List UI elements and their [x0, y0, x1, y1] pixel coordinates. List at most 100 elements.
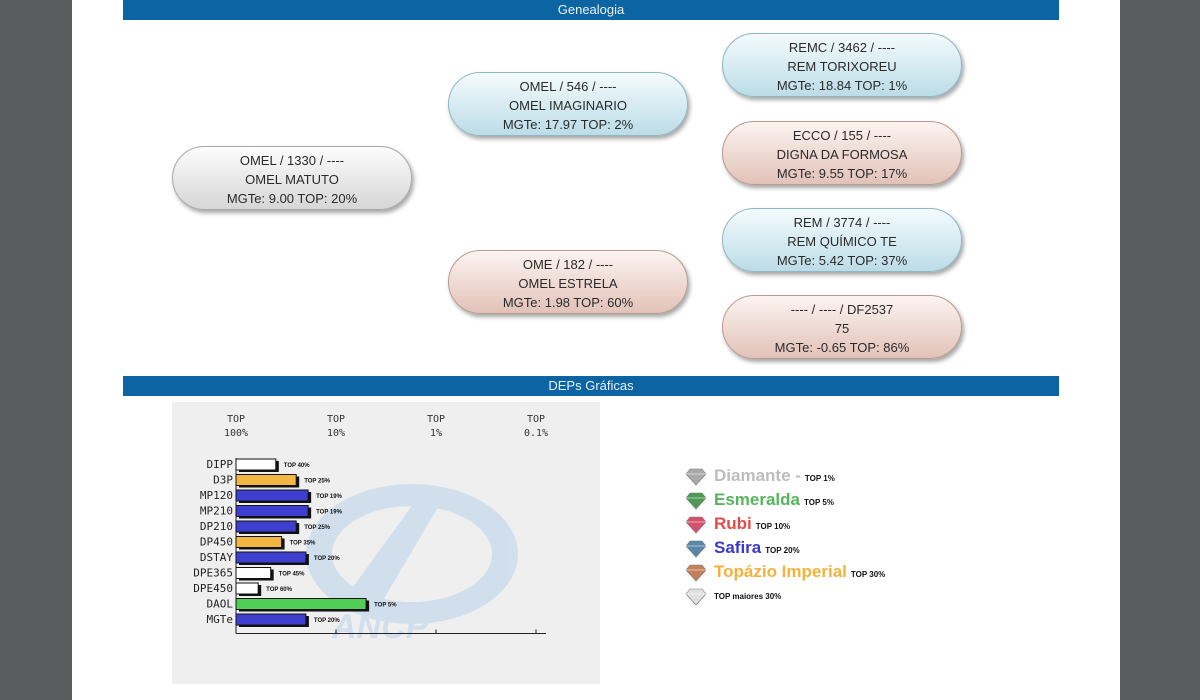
legend-medal-name: TOP maiores 30% [714, 592, 782, 601]
bar-dstay [235, 551, 307, 564]
animal-card-sire[interactable]: OMEL / 546 / ---- OMEL IMAGINARIO MGTe: … [448, 72, 688, 136]
bar-value-label: TOP 5% [374, 603, 397, 609]
medal-legend: Diamante - TOP 1% Esmeralda TOP 5% Rubi TOP 1… [684, 466, 984, 610]
x-tick-label: TOP [327, 414, 345, 425]
animal-id: REM / 3774 / ---- [793, 215, 891, 230]
gem-icon [686, 540, 706, 558]
report-page: Genealogia OMEL / 1330 / ---- OMEL MATUT… [72, 0, 1120, 700]
x-tick-label: 100% [224, 428, 248, 439]
animal-id: REMC / 3462 / ---- [788, 40, 896, 55]
deps-chart-svg: ANCP TOP 100% TOP 10% TOP 1% TOP 0.1% DIPP TOP 40… [193, 414, 548, 646]
legend-top-label: TOP 1% [804, 474, 835, 483]
x-tick-label: 0.1% [524, 428, 548, 439]
animal-card-dam-sire[interactable]: REM / 3774 / ---- REM QUÍMICO TE MGTe: 5… [722, 208, 962, 272]
legend-item: TOP maiores 30% [684, 586, 984, 610]
animal-score: MGTe: 5.42 TOP: 37% [776, 253, 908, 268]
category-label: DP210 [200, 520, 233, 533]
animal-id: ---- / ---- / DF2537 [790, 302, 894, 317]
bar-value-label: TOP 19% [316, 494, 342, 500]
x-tick-label: TOP [227, 414, 245, 425]
animal-name: DIGNA DA FORMOSA [776, 147, 908, 162]
animal-name: OMEL IMAGINARIO [509, 98, 627, 113]
legend-item: Topázio Imperial TOP 30% [684, 562, 984, 586]
legend-medal-name: Safira TOP 20% [714, 538, 800, 557]
animal-name: REM QUÍMICO TE [787, 234, 897, 249]
animal-id: OME / 182 / ---- [522, 257, 614, 272]
bar-value-label: TOP 60% [266, 587, 292, 593]
deps-header: DEPs Gráficas [123, 376, 1059, 396]
gem-icon [686, 564, 706, 582]
bar-dp450 [235, 536, 283, 548]
bar-mgte [235, 613, 307, 626]
legend-medal-name: Diamante - TOP 1% [714, 466, 835, 485]
category-label: D3P [213, 474, 233, 487]
legend-top-label: TOP 10% [755, 522, 791, 531]
animal-score: MGTe: 9.00 TOP: 20% [226, 191, 358, 206]
animal-id: OMEL / 1330 / ---- [239, 153, 345, 168]
animal-card-dam[interactable]: OME / 182 / ---- OMEL ESTRELA MGTe: 1.98… [448, 250, 688, 314]
category-label: MP120 [200, 489, 233, 502]
animal-card-sire-sire[interactable]: REMC / 3462 / ---- REM TORIXOREU MGTe: 1… [722, 33, 962, 97]
watermark-text: ANCP [331, 608, 429, 646]
animal-name: OMEL ESTRELA [518, 276, 618, 291]
animal-card-dam-dam[interactable]: ---- / ---- / DF2537 75 MGTe: -0.65 TOP:… [722, 295, 962, 359]
legend-item: Rubi TOP 10% [684, 514, 984, 538]
bar-value-label: TOP 20% [314, 618, 340, 624]
x-tick-label: 1% [430, 428, 442, 439]
gem-icon [686, 516, 706, 534]
bar-dp210 [235, 520, 297, 533]
animal-score: MGTe: 18.84 TOP: 1% [776, 78, 908, 93]
bar-mp210 [235, 505, 309, 517]
category-label: DIPP [207, 458, 234, 471]
category-label: DPE365 [193, 567, 233, 580]
bar-value-label: TOP 20% [314, 556, 340, 562]
bar-value-label: TOP 40% [284, 463, 310, 469]
genealogia-header: Genealogia [123, 0, 1059, 20]
animal-card-root[interactable]: OMEL / 1330 / ---- OMEL MATUTO MGTe: 9.0… [172, 146, 412, 210]
category-label: MP210 [200, 505, 233, 518]
x-tick-label: 10% [327, 428, 345, 439]
x-tick-label: TOP [427, 414, 445, 425]
animal-score: MGTe: 17.97 TOP: 2% [502, 117, 634, 132]
bar-value-label: TOP 19% [316, 510, 342, 516]
bar-value-label: TOP 45% [279, 572, 305, 578]
bar-dpe365 [235, 567, 272, 579]
bar-value-label: TOP 25% [304, 479, 330, 485]
bar-dipp [235, 458, 277, 471]
animal-id: ECCO / 155 / ---- [792, 128, 892, 143]
animal-name: REM TORIXOREU [787, 59, 897, 74]
bar-value-label: TOP 25% [304, 525, 330, 531]
bar-dpe450 [235, 582, 259, 595]
category-label: DSTAY [200, 551, 233, 564]
bar-daol [235, 598, 367, 610]
animal-score: MGTe: 1.98 TOP: 60% [502, 295, 634, 310]
category-label: DPE450 [193, 582, 233, 595]
bar-value-label: TOP 35% [290, 541, 316, 547]
category-label: DAOL [207, 598, 234, 611]
deps-chart: ANCP TOP 100% TOP 10% TOP 1% TOP 0.1% DIPP TOP 40… [172, 402, 600, 684]
x-tick-label: TOP [527, 414, 545, 425]
legend-top-label: TOP 5% [804, 498, 834, 507]
ancp-watermark: ANCP [306, 484, 518, 646]
legend-top-label: TOP 20% [765, 546, 800, 555]
bar-mp120 [235, 489, 309, 502]
animal-score: MGTe: 9.55 TOP: 17% [776, 166, 908, 181]
legend-medal-name: Topázio Imperial TOP 30% [714, 562, 886, 581]
legend-top-label: TOP 30% [850, 570, 886, 579]
bar-d3p [235, 474, 297, 486]
gem-icon [686, 492, 706, 510]
gem-icon [686, 468, 706, 486]
legend-item: Esmeralda TOP 5% [684, 490, 984, 514]
category-label: MGTe [207, 613, 234, 626]
animal-name: 75 [834, 321, 850, 336]
gem-icon [686, 588, 706, 606]
legend-item: Diamante - TOP 1% [684, 466, 984, 490]
legend-medal-name: Rubi TOP 10% [714, 514, 791, 533]
category-label: DP450 [200, 536, 233, 549]
animal-id: OMEL / 546 / ---- [519, 79, 617, 94]
animal-score: MGTe: -0.65 TOP: 86% [774, 340, 910, 355]
animal-name: OMEL MATUTO [245, 172, 339, 187]
legend-item: Safira TOP 20% [684, 538, 984, 562]
animal-card-sire-dam[interactable]: ECCO / 155 / ---- DIGNA DA FORMOSA MGTe:… [722, 121, 962, 185]
legend-medal-name: Esmeralda TOP 5% [714, 490, 834, 509]
